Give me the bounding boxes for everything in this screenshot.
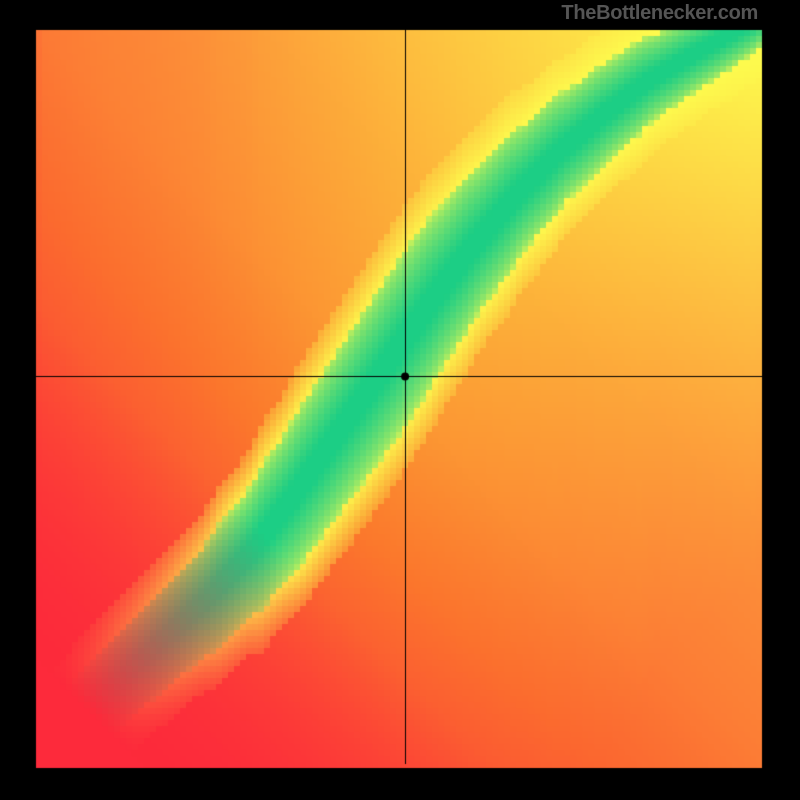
chart-container: TheBottlenecker.com (0, 0, 800, 800)
bottleneck-heatmap-canvas (0, 0, 800, 800)
watermark-text: TheBottlenecker.com (561, 2, 758, 25)
